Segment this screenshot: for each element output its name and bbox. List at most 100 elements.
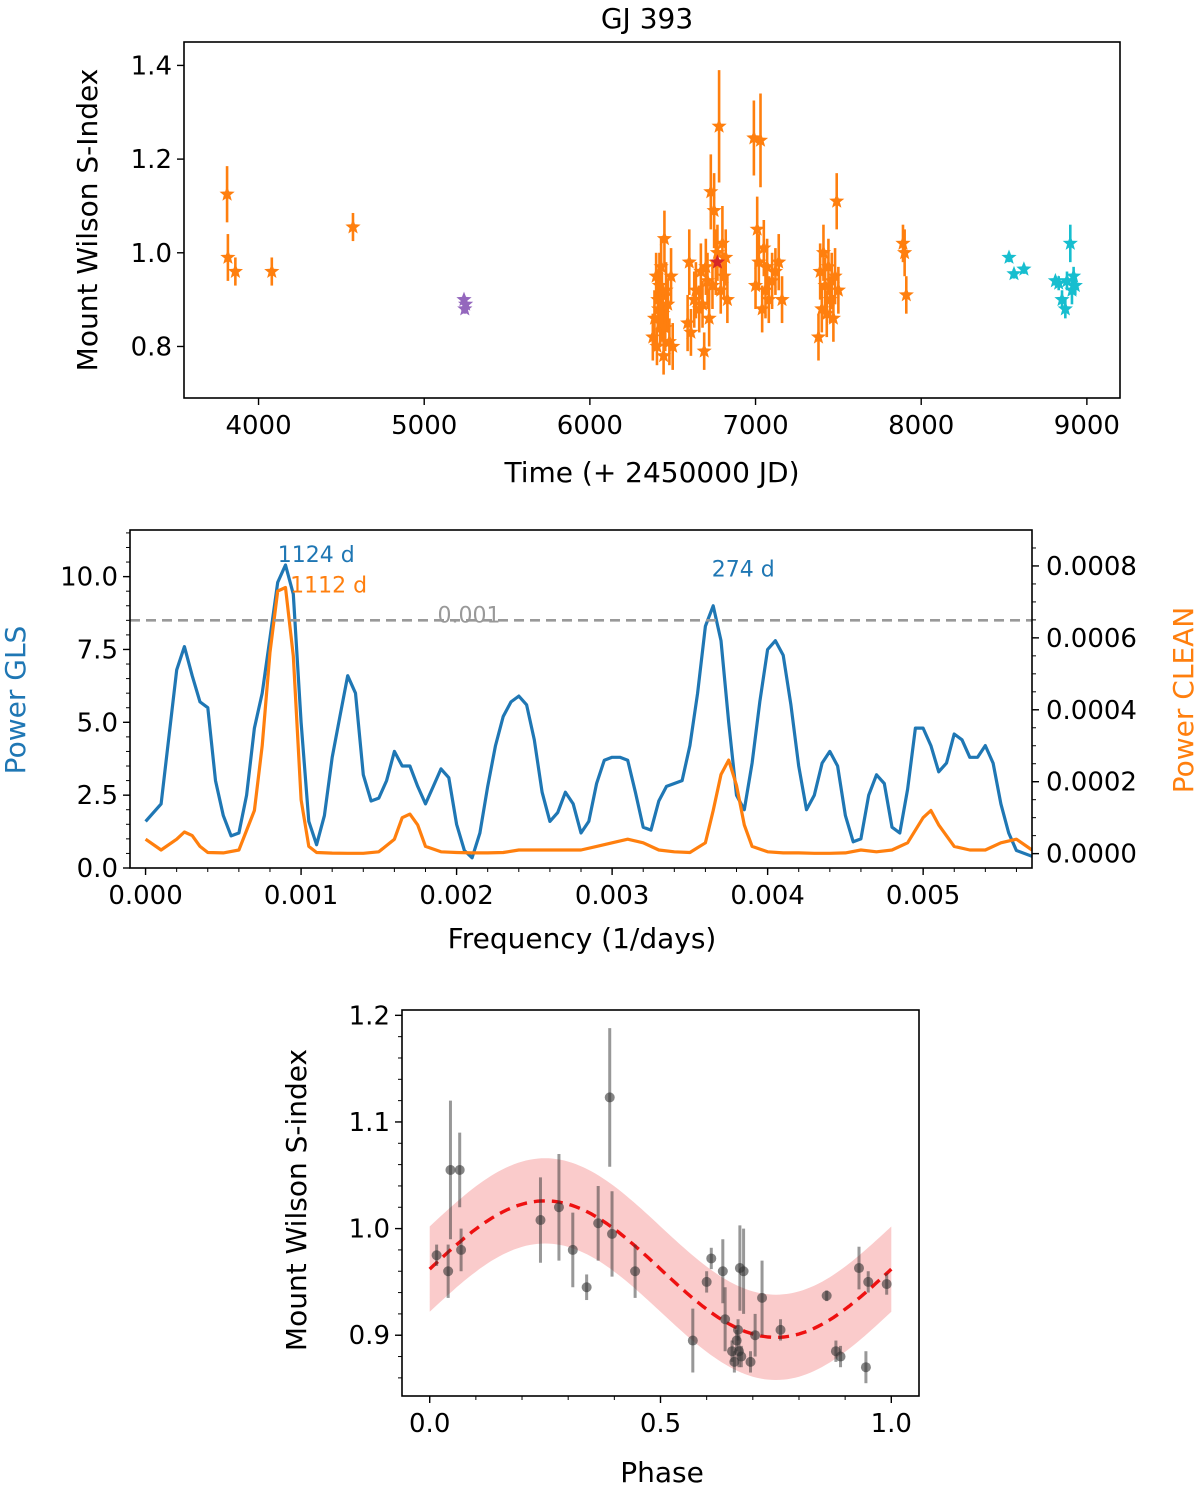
panel2-ytick-label: 5.0 bbox=[77, 708, 118, 738]
data-point bbox=[593, 1218, 604, 1229]
data-point-star bbox=[1059, 272, 1075, 288]
panel2-xtick-label: 0.003 bbox=[575, 881, 649, 911]
panel3-ylabel: Mount Wilson S-index bbox=[280, 1049, 313, 1351]
data-point-star bbox=[810, 329, 827, 344]
panel2-xlabel: Frequency (1/days) bbox=[448, 922, 717, 955]
line-GLS bbox=[144, 563, 1032, 860]
data-point-star bbox=[686, 291, 702, 307]
panel3-ytick-label: 1.0 bbox=[349, 1215, 390, 1245]
data-point-star bbox=[694, 296, 711, 311]
panel1-ylabel: Mount Wilson S-Index bbox=[71, 69, 104, 372]
panel3-ytick-label: 1.1 bbox=[349, 1108, 390, 1138]
data-point-star bbox=[767, 263, 783, 278]
panel1-xtick-label: 6000 bbox=[557, 411, 623, 441]
peak-annotation: 274 d bbox=[712, 558, 775, 583]
data-point-star bbox=[1001, 249, 1017, 264]
panel1-ytick-label: 0.8 bbox=[131, 332, 172, 362]
series-binned bbox=[431, 1028, 892, 1384]
data-point-star bbox=[709, 254, 725, 269]
panel2-xtick-label: 0.004 bbox=[730, 881, 804, 911]
data-point-star bbox=[830, 282, 846, 297]
data-point-star bbox=[820, 258, 836, 274]
data-point bbox=[553, 1202, 564, 1213]
panel1-ytick-label: 1.0 bbox=[131, 239, 172, 269]
data-point bbox=[535, 1215, 546, 1226]
data-point-star bbox=[653, 258, 669, 274]
data-point-star bbox=[749, 221, 765, 236]
data-point-star bbox=[709, 244, 725, 260]
data-point-star bbox=[718, 249, 734, 264]
data-point bbox=[853, 1263, 864, 1274]
panel2-ylabel-right: Power CLEAN bbox=[1167, 607, 1200, 794]
data-point bbox=[630, 1266, 641, 1277]
data-point bbox=[729, 1356, 740, 1367]
data-point-star bbox=[660, 296, 676, 311]
peak-annotation: 1124 d bbox=[278, 543, 355, 568]
data-point-star bbox=[714, 235, 730, 250]
data-point-star bbox=[819, 305, 835, 321]
data-point bbox=[860, 1362, 871, 1373]
panel2-ytick-label: 7.5 bbox=[77, 635, 118, 665]
data-point-star bbox=[822, 291, 838, 307]
data-point-star bbox=[1057, 301, 1073, 316]
data-point-star bbox=[751, 254, 767, 269]
panel-phase-folded: Phase Mount Wilson S-index 0.0 0.5 1.0 0.9 1… bbox=[280, 1001, 920, 1489]
data-point-star bbox=[655, 305, 671, 321]
data-point-star bbox=[693, 263, 709, 278]
data-point-star bbox=[1006, 265, 1022, 281]
data-point-star bbox=[774, 291, 790, 307]
data-point bbox=[835, 1351, 846, 1362]
data-point-star bbox=[345, 219, 361, 234]
data-point bbox=[701, 1276, 712, 1287]
data-point-star bbox=[898, 286, 914, 302]
data-point-star bbox=[219, 186, 235, 201]
data-point-star bbox=[1051, 275, 1067, 290]
data-point-star bbox=[1016, 261, 1032, 276]
panel2-xtick-label: 0.002 bbox=[419, 881, 493, 911]
series-red bbox=[709, 254, 725, 269]
data-point-star bbox=[747, 277, 764, 293]
data-point-star bbox=[1047, 272, 1063, 288]
panel1-frame bbox=[183, 41, 1121, 399]
data-point-star bbox=[827, 268, 843, 283]
data-point bbox=[745, 1356, 756, 1367]
panel2-ytick-right-label: 0.0004 bbox=[1046, 696, 1137, 726]
data-point bbox=[736, 1351, 747, 1362]
data-point bbox=[738, 1266, 749, 1277]
data-point bbox=[733, 1324, 744, 1335]
panel2-ytick-right-label: 0.0002 bbox=[1046, 768, 1137, 798]
data-point bbox=[607, 1228, 618, 1239]
data-point bbox=[456, 1244, 467, 1255]
panel3-ytick-label: 1.2 bbox=[349, 1001, 390, 1031]
panel2-ytick-right-label: 0.0006 bbox=[1046, 624, 1137, 654]
data-point bbox=[604, 1092, 615, 1103]
data-point-star bbox=[220, 249, 236, 264]
data-point bbox=[443, 1266, 454, 1277]
data-point bbox=[581, 1282, 592, 1293]
data-point bbox=[454, 1164, 465, 1175]
panel1-title: GJ 393 bbox=[601, 2, 693, 35]
data-point bbox=[750, 1330, 761, 1341]
data-point-star bbox=[658, 282, 674, 297]
data-point bbox=[706, 1253, 717, 1264]
data-point-star bbox=[703, 183, 719, 199]
data-point bbox=[863, 1276, 874, 1287]
data-point-star bbox=[661, 333, 677, 349]
data-point-star bbox=[699, 272, 716, 288]
data-point-star bbox=[706, 202, 722, 218]
panel2-ytick-label: 0.0 bbox=[77, 854, 118, 884]
data-point-star bbox=[897, 244, 913, 260]
data-point-star bbox=[713, 282, 729, 297]
peak-annotation: 1112 d bbox=[290, 574, 367, 599]
data-point-star bbox=[649, 338, 665, 353]
data-point-star bbox=[698, 258, 714, 274]
data-point-star bbox=[1054, 291, 1070, 307]
data-point-star bbox=[656, 347, 672, 363]
series-orange bbox=[219, 70, 914, 375]
data-point-star bbox=[458, 296, 474, 311]
panel2-ytick-right-label: 0.0000 bbox=[1046, 840, 1137, 870]
data-point-star bbox=[645, 329, 661, 344]
data-point-star bbox=[814, 301, 830, 316]
panel2-ytick-label: 10.0 bbox=[60, 563, 118, 593]
data-point-star bbox=[648, 268, 664, 283]
